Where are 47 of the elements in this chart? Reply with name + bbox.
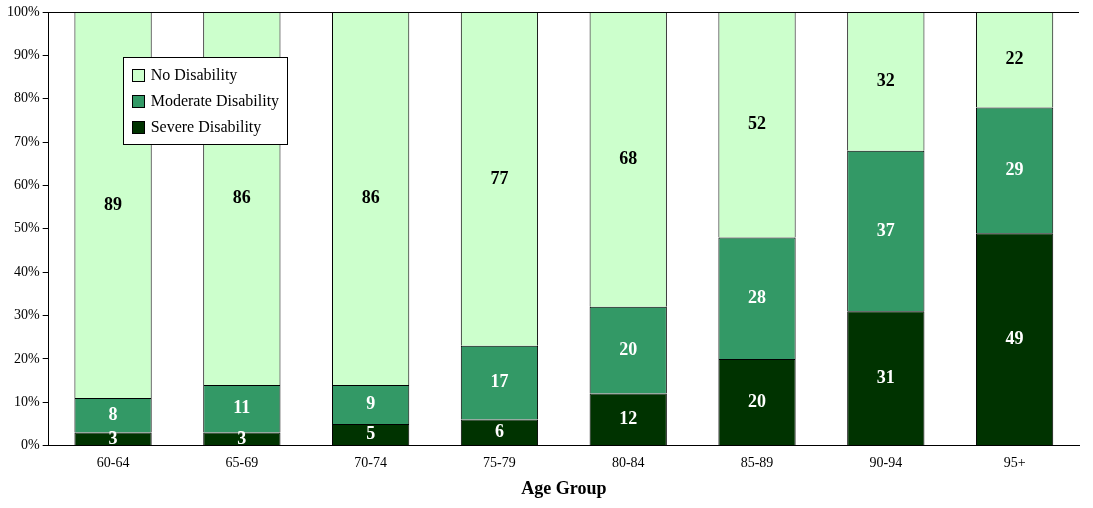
legend-label: Moderate Disability [150,92,280,110]
data-label: 9 [366,393,376,414]
y-tick-label: 60% [13,177,40,193]
data-label: 89 [104,193,123,214]
data-label: 20 [748,390,767,411]
y-tick-label: 70% [13,133,40,149]
y-tick-label: 20% [13,350,40,366]
data-label: 37 [876,219,895,240]
data-label: 5 [366,423,376,444]
data-label: 31 [876,366,895,387]
data-label: 77 [490,167,509,188]
x-tick-label: 60-64 [96,454,130,470]
data-label: 22 [1005,48,1024,69]
y-tick-label: 30% [13,307,40,323]
data-label: 3 [237,427,247,448]
data-label: 68 [619,148,638,169]
data-label: 86 [361,187,380,208]
y-tick-label: 90% [13,47,40,63]
data-label: 8 [108,403,118,424]
data-label: 49 [1005,327,1024,348]
x-tick-label: 95+ [1003,454,1026,470]
data-label: 17 [490,371,509,392]
y-tick-label: 10% [13,393,40,409]
x-tick-label: 90-94 [869,454,903,470]
data-label: 28 [748,286,767,307]
data-label: 11 [233,397,251,418]
y-tick-label: 80% [13,90,40,106]
y-tick-label: 40% [13,263,40,279]
y-tick-label: 0% [20,437,40,453]
legend-label: Severe Disability [150,118,262,136]
data-label: 12 [619,407,638,428]
data-label: 6 [494,421,504,441]
y-tick-label: 100% [6,3,40,19]
data-label: 52 [748,113,767,134]
legend-label: No Disability [150,66,238,84]
data-label: 20 [619,338,638,359]
y-tick-label: 50% [13,220,40,236]
x-axis-title: Age Group [521,477,607,498]
data-label: 29 [1005,158,1024,179]
x-tick-label: 75-79 [483,454,516,470]
data-label: 32 [876,70,895,91]
x-tick-label: 65-69 [225,454,259,470]
x-tick-label: 85-89 [740,454,774,470]
x-tick-label: 70-74 [354,454,387,470]
data-label: 86 [232,187,251,208]
data-label: 3 [108,427,118,448]
x-tick-label: 80-84 [611,454,645,470]
